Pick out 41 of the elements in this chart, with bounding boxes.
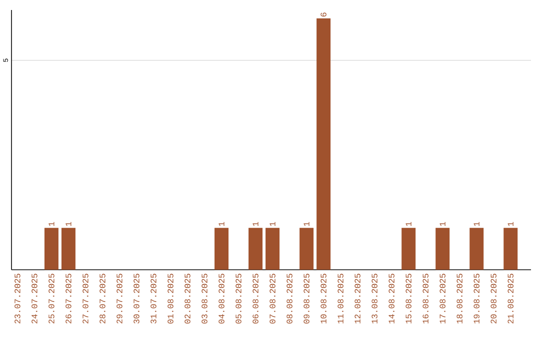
x-tick-label: 19.08.2025 [474, 274, 480, 324]
x-tick-label: 24.07.2025 [32, 274, 38, 324]
x-tick-label: 26.07.2025 [66, 274, 72, 324]
data-label: 1 [218, 222, 224, 226]
x-tick-label: 05.08.2025 [236, 274, 242, 324]
x-tick-label: 31.07.2025 [150, 274, 156, 324]
x-tick-label: 10.08.2025 [320, 274, 326, 324]
x-tick-label: 18.08.2025 [456, 274, 462, 324]
data-label: 1 [270, 222, 276, 226]
x-tick-label: 04.08.2025 [218, 274, 224, 324]
x-tick-label: 29.07.2025 [116, 274, 122, 324]
x-tick-label: 08.08.2025 [286, 274, 292, 324]
x-tick-label: 17.08.2025 [440, 274, 446, 324]
x-tick-label: 09.08.2025 [304, 274, 310, 324]
x-tick-label: 30.07.2025 [134, 274, 140, 324]
x-tick-label: 01.08.2025 [168, 274, 174, 324]
data-label: 1 [66, 222, 72, 226]
data-label: 1 [406, 222, 412, 226]
x-tick-label: 14.08.2025 [388, 274, 394, 324]
x-tick-label: 25.07.2025 [48, 274, 54, 324]
data-label: 6 [320, 12, 326, 17]
data-label: 1 [304, 222, 310, 226]
x-tick-label: 20.08.2025 [490, 274, 496, 324]
data-label: 1 [508, 222, 514, 226]
x-tick-label: 23.07.2025 [14, 274, 20, 324]
x-tick-label: 15.08.2025 [406, 274, 412, 324]
x-tick-label: 12.08.2025 [354, 274, 360, 324]
x-tick-label: 07.08.2025 [270, 274, 276, 324]
data-label: 1 [440, 222, 446, 226]
x-tick-label: 11.08.2025 [338, 274, 344, 324]
data-label: 1 [48, 222, 54, 226]
x-tick-label: 27.07.2025 [82, 274, 88, 324]
x-tick-label: 28.07.2025 [100, 274, 106, 324]
x-tick-label: 02.08.2025 [184, 274, 190, 324]
data-label: 1 [252, 222, 258, 226]
x-tick-label: 13.08.2025 [372, 274, 378, 324]
x-tick-label: 06.08.2025 [252, 274, 258, 324]
data-label: 1 [474, 222, 480, 226]
x-tick-label: 21.08.2025 [508, 274, 514, 324]
x-tick-label: 03.08.2025 [202, 274, 208, 324]
x-tick-label: 16.08.2025 [422, 274, 428, 324]
